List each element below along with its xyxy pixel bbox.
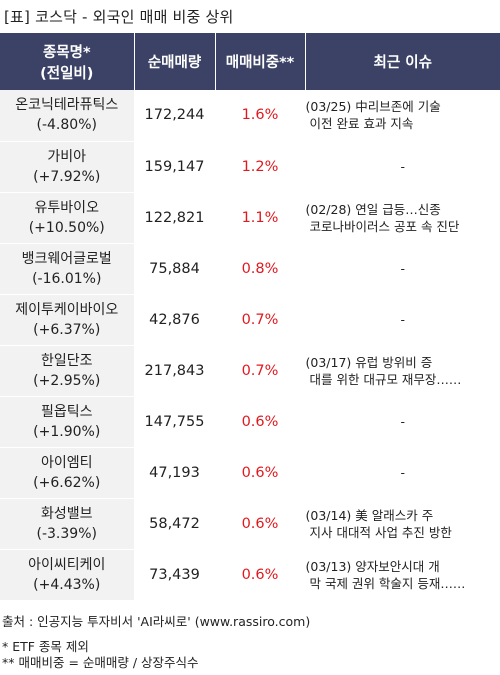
header-recent-issue: 최근 이슈 bbox=[305, 33, 500, 90]
stock-name: 제이투케이바이오 bbox=[15, 301, 119, 318]
stock-name-cell: 가비아 (+7.92%) bbox=[0, 141, 135, 193]
net-volume: 47,193 bbox=[134, 447, 216, 499]
recent-issue-line2: 이전 완료 효과 지속 bbox=[309, 116, 414, 132]
stock-change: (+2.95%) bbox=[33, 372, 101, 389]
recent-issue: (02/28) 연일 급등…신종 코로나바이러스 공포 속 진단 bbox=[305, 192, 500, 244]
stock-name-cell: 유투바이오 (+10.50%) bbox=[0, 192, 135, 244]
recent-issue: (03/14) 美 알래스카 주 지사 대대적 사업 추진 방한 bbox=[305, 498, 500, 550]
stock-name: 아이엠티 bbox=[40, 454, 93, 471]
table-row: 제이투케이바이오 (+6.37%) 42,876 0.7% - bbox=[0, 294, 500, 346]
stock-change: (+7.92%) bbox=[33, 168, 101, 185]
etf-exclusion-note: * ETF 종목 제외 bbox=[2, 639, 89, 654]
stock-change: (-4.80%) bbox=[36, 117, 97, 134]
trading-ratio: 1.2% bbox=[215, 141, 306, 193]
stock-name-cell: 화성밸브 (-3.39%) bbox=[0, 498, 135, 550]
table-row: 아이엠티 (+6.62%) 47,193 0.6% - bbox=[0, 447, 500, 499]
recent-issue: - bbox=[305, 141, 500, 193]
stock-name: 필옵틱스 bbox=[40, 403, 93, 420]
recent-issue-line1: (03/14) 美 알래스카 주 bbox=[305, 507, 434, 523]
header-stock-name: 종목명* (전일비) bbox=[0, 33, 135, 90]
stock-name: 유투바이오 bbox=[34, 199, 99, 216]
trading-ratio: 0.6% bbox=[215, 498, 306, 550]
trading-ratio: 0.6% bbox=[215, 396, 306, 448]
header-stock-name-line2: (전일비) bbox=[40, 65, 94, 82]
stock-change: (+1.90%) bbox=[33, 423, 101, 440]
stock-change: (+10.50%) bbox=[28, 219, 105, 236]
ratio-formula-note: ** 매매비중 = 순매매량 / 상장주식수 bbox=[2, 655, 199, 670]
recent-issue-line1: (03/13) 양자보안시대 개 bbox=[305, 558, 440, 574]
recent-issue: (03/25) 中리브존에 기술 이전 완료 효과 지속 bbox=[305, 90, 500, 142]
stock-name: 뱅크웨어글로벌 bbox=[21, 250, 112, 267]
stock-name-cell: 필옵틱스 (+1.90%) bbox=[0, 396, 135, 448]
stock-name: 온코닉테라퓨틱스 bbox=[15, 97, 119, 114]
stock-name-cell: 아이씨티케이 (+4.43%) bbox=[0, 549, 135, 601]
trading-ratio: 0.8% bbox=[215, 243, 306, 295]
recent-issue: - bbox=[305, 396, 500, 448]
trading-ratio: 0.6% bbox=[215, 447, 306, 499]
recent-issue-line1: (03/25) 中리브존에 기술 bbox=[305, 99, 441, 115]
stock-name-cell: 제이투케이바이오 (+6.37%) bbox=[0, 294, 135, 346]
recent-issue-line2: 지사 대대적 사업 추진 방한 bbox=[309, 524, 452, 540]
table-row: 아이씨티케이 (+4.43%) 73,439 0.6% (03/13) 양자보안시대 개… bbox=[0, 549, 500, 601]
net-volume: 147,755 bbox=[134, 396, 216, 448]
trading-ratio: 1.6% bbox=[215, 90, 306, 142]
stock-name-cell: 아이엠티 (+6.62%) bbox=[0, 447, 135, 499]
header-net-volume: 순매매량 bbox=[134, 33, 216, 90]
stock-name: 한일단조 bbox=[40, 352, 93, 369]
stock-change: (-16.01%) bbox=[32, 270, 102, 287]
table-row: 온코닉테라퓨틱스 (-4.80%) 172,244 1.6% (03/25) 中리브존에… bbox=[0, 90, 500, 142]
trading-ratio: 0.7% bbox=[215, 345, 306, 397]
source-note: 출처 : 인공지능 투자비서 'AI라씨로' (www.rassiro.com) bbox=[2, 614, 311, 629]
net-volume: 75,884 bbox=[134, 243, 216, 295]
net-volume: 42,876 bbox=[134, 294, 216, 346]
header-stock-name-line1: 종목명* bbox=[42, 44, 91, 61]
stock-name: 가비아 bbox=[47, 148, 87, 165]
net-volume: 73,439 bbox=[134, 549, 216, 601]
stock-change: (-3.39%) bbox=[36, 525, 97, 542]
recent-issue-line1: (02/28) 연일 급등…신종 bbox=[305, 201, 441, 217]
table-row: 필옵틱스 (+1.90%) 147,755 0.6% - bbox=[0, 396, 500, 448]
table-header-row: 종목명* (전일비) 순매매량 매매비중** 최근 이슈 bbox=[0, 33, 500, 90]
stock-name-cell: 한일단조 (+2.95%) bbox=[0, 345, 135, 397]
recent-issue-line2: 코로나바이러스 공포 속 진단 bbox=[309, 218, 460, 234]
recent-issue: - bbox=[305, 447, 500, 499]
stock-change: (+4.43%) bbox=[33, 576, 101, 593]
trading-ratio: 0.7% bbox=[215, 294, 306, 346]
net-volume: 217,843 bbox=[134, 345, 216, 397]
foreign-trading-table: 종목명* (전일비) 순매매량 매매비중** 최근 이슈 온코닉테라퓨틱스 (-4… bbox=[0, 33, 500, 601]
recent-issue-line2: 대를 위한 대규모 재무장…… bbox=[309, 371, 462, 387]
recent-issue: - bbox=[305, 243, 500, 295]
trading-ratio: 1.1% bbox=[215, 192, 306, 244]
table-body: 온코닉테라퓨틱스 (-4.80%) 172,244 1.6% (03/25) 中리브존에… bbox=[0, 90, 500, 601]
stock-name-cell: 온코닉테라퓨틱스 (-4.80%) bbox=[0, 90, 135, 142]
recent-issue: - bbox=[305, 294, 500, 346]
stock-name: 아이씨티케이 bbox=[28, 556, 106, 573]
net-volume: 58,472 bbox=[134, 498, 216, 550]
stock-name: 화성밸브 bbox=[40, 505, 93, 522]
table-row: 유투바이오 (+10.50%) 122,821 1.1% (02/28) 연일 급등…신… bbox=[0, 192, 500, 244]
table-row: 가비아 (+7.92%) 159,147 1.2% - bbox=[0, 141, 500, 193]
table-row: 화성밸브 (-3.39%) 58,472 0.6% (03/14) 美 알래스카 주 지사… bbox=[0, 498, 500, 550]
stock-change: (+6.62%) bbox=[33, 474, 101, 491]
trading-ratio: 0.6% bbox=[215, 549, 306, 601]
stock-change: (+6.37%) bbox=[33, 321, 101, 338]
recent-issue-line2: 막 국제 권위 학술지 등재…… bbox=[309, 575, 466, 591]
stock-name-cell: 뱅크웨어글로벌 (-16.01%) bbox=[0, 243, 135, 295]
net-volume: 122,821 bbox=[134, 192, 216, 244]
recent-issue: (03/17) 유럽 방위비 증 대를 위한 대규모 재무장…… bbox=[305, 345, 500, 397]
table-row: 뱅크웨어글로벌 (-16.01%) 75,884 0.8% - bbox=[0, 243, 500, 295]
table-title: [표] 코스닥 - 외국인 매매 비중 상위 bbox=[4, 8, 234, 26]
header-trading-ratio: 매매비중** bbox=[215, 33, 306, 90]
recent-issue-line1: (03/17) 유럽 방위비 증 bbox=[305, 354, 433, 370]
net-volume: 172,244 bbox=[134, 90, 216, 142]
net-volume: 159,147 bbox=[134, 141, 216, 193]
